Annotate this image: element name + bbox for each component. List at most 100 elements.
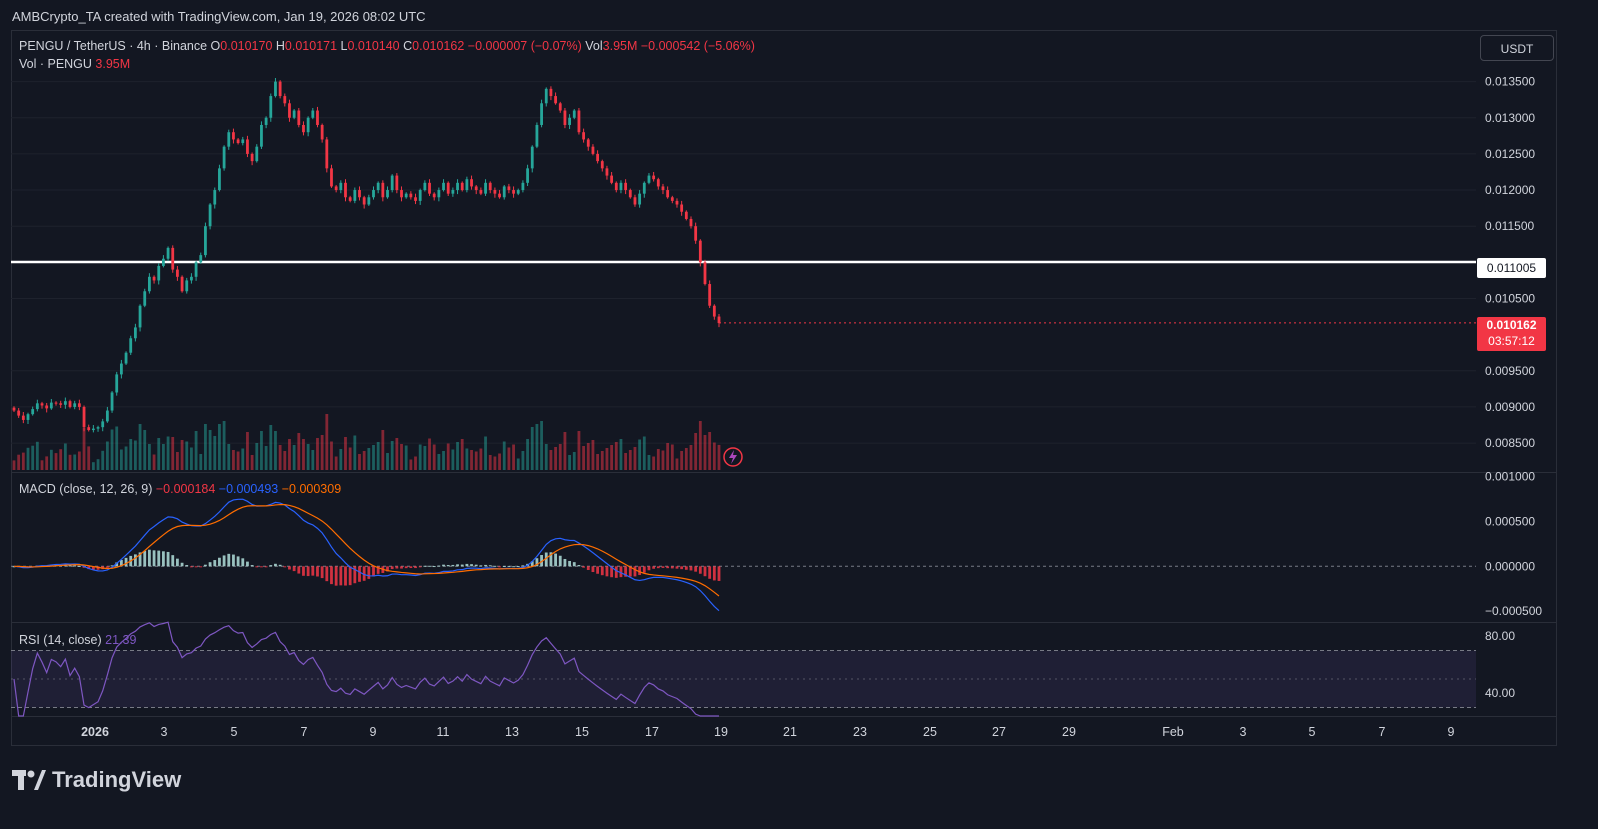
candle-body [544, 88, 548, 104]
symbol-label[interactable]: PENGU / TetherUS · 4h · Binance [19, 39, 208, 53]
macd-histogram-bar [437, 565, 441, 567]
candle-body [530, 146, 534, 169]
candle-body [133, 327, 137, 339]
macd-histogram-bar [283, 566, 287, 568]
macd-histogram-bar [386, 566, 389, 572]
macd-histogram-bar [642, 566, 646, 573]
volume-bar [442, 451, 445, 470]
macd-histogram-bar [708, 566, 712, 579]
candle-body [479, 190, 483, 194]
candle-body [124, 352, 128, 364]
macd-histogram-bar [670, 566, 674, 569]
volume-bar [353, 435, 357, 470]
candle-body [549, 88, 553, 97]
candle-body [376, 182, 380, 191]
macd-label[interactable]: MACD (close, 12, 26, 9) [19, 482, 153, 496]
tradingview-logo[interactable]: TradingView [12, 767, 181, 793]
chart-frame [11, 30, 1557, 746]
macd-histogram-bar [600, 566, 604, 576]
volume-bar [656, 449, 660, 470]
candle-body [49, 402, 53, 409]
macd-histogram-bar [264, 566, 268, 568]
macd-histogram-bar [316, 566, 319, 577]
time-tick-label: 27 [992, 725, 1006, 739]
volume-bar [456, 442, 459, 470]
change-value: −0.000007 (−0.07%) [467, 39, 582, 53]
candle-body [642, 182, 646, 194]
macd-histogram-bar [656, 566, 660, 569]
candle-body [162, 258, 165, 266]
volume-bar [143, 430, 147, 470]
candle-body [502, 186, 506, 198]
macd-histogram-bar [582, 566, 586, 568]
candle-body [115, 374, 119, 393]
candle-body [610, 175, 614, 183]
candle-body [325, 139, 329, 169]
candle-body [152, 276, 156, 281]
volume-bar [451, 449, 455, 470]
volume-bar [96, 459, 100, 470]
candle-body [180, 276, 184, 292]
volume-bar [516, 458, 520, 470]
macd-histogram-bar [166, 551, 170, 567]
time-tick-label: 21 [783, 725, 797, 739]
candle-body [17, 410, 21, 416]
price-tick-label: 0.010500 [1485, 291, 1535, 305]
volume-bar [465, 448, 469, 470]
macd-histogram-bar [96, 566, 100, 570]
candle-body [456, 182, 459, 191]
volume-bar [162, 444, 165, 470]
macd-histogram-bar [596, 566, 600, 574]
volume-bar [87, 446, 91, 470]
rsi-value: 21.39 [105, 633, 137, 647]
volume-bar [194, 431, 198, 470]
time-tick-label: 7 [301, 725, 308, 739]
candle-body [507, 186, 511, 191]
level-price-tag: 0.011005 [1477, 258, 1546, 278]
volume-bar [708, 432, 712, 470]
macd-histogram-bar [232, 554, 235, 567]
macd-histogram-bar [222, 555, 226, 567]
macd-histogram-bar [334, 566, 338, 586]
rsi-label[interactable]: RSI (14, close) [19, 633, 102, 647]
macd-histogram-bar [572, 562, 576, 567]
macd-histogram-bar [563, 558, 567, 567]
candle-body [68, 401, 72, 407]
volume-bar [274, 431, 277, 470]
volume-bar [400, 444, 403, 470]
currency-button[interactable]: USDT [1480, 35, 1554, 61]
macd-histogram-bar [465, 563, 469, 567]
macd-histogram-bar [73, 565, 77, 567]
candle-body [171, 247, 175, 270]
macd-histogram-bar [157, 550, 161, 567]
macd-histogram-bar [274, 563, 277, 567]
volume-bar [367, 448, 371, 470]
volume-bar [21, 452, 25, 470]
volume-bar [596, 454, 600, 470]
macd-histogram-bar [414, 566, 417, 569]
volume-bar [647, 455, 651, 470]
volume-bar [306, 444, 310, 470]
volume-label[interactable]: Vol · PENGU [19, 57, 92, 71]
volume-bar [292, 445, 296, 470]
volume-bar [302, 439, 305, 470]
candle-body [484, 182, 487, 194]
volume-bar [535, 424, 539, 470]
candle-body [512, 190, 515, 194]
volume-bar [633, 447, 637, 470]
candle-body [666, 190, 670, 198]
volume-bar [619, 439, 623, 470]
macd-histogram-bar [194, 566, 198, 568]
volume-bar [31, 445, 35, 470]
volume-bar [684, 448, 688, 470]
candle-body [647, 175, 651, 183]
rsi-line [13, 621, 719, 717]
macd-histogram-bar [143, 550, 147, 567]
macd-histogram-bar [423, 565, 427, 567]
price-tick-label: 0.009000 [1485, 400, 1535, 414]
macd-histogram-bar [311, 566, 315, 576]
volume-bar [558, 444, 562, 470]
macd-histogram-bar [484, 564, 487, 567]
volume-bar [666, 443, 670, 470]
